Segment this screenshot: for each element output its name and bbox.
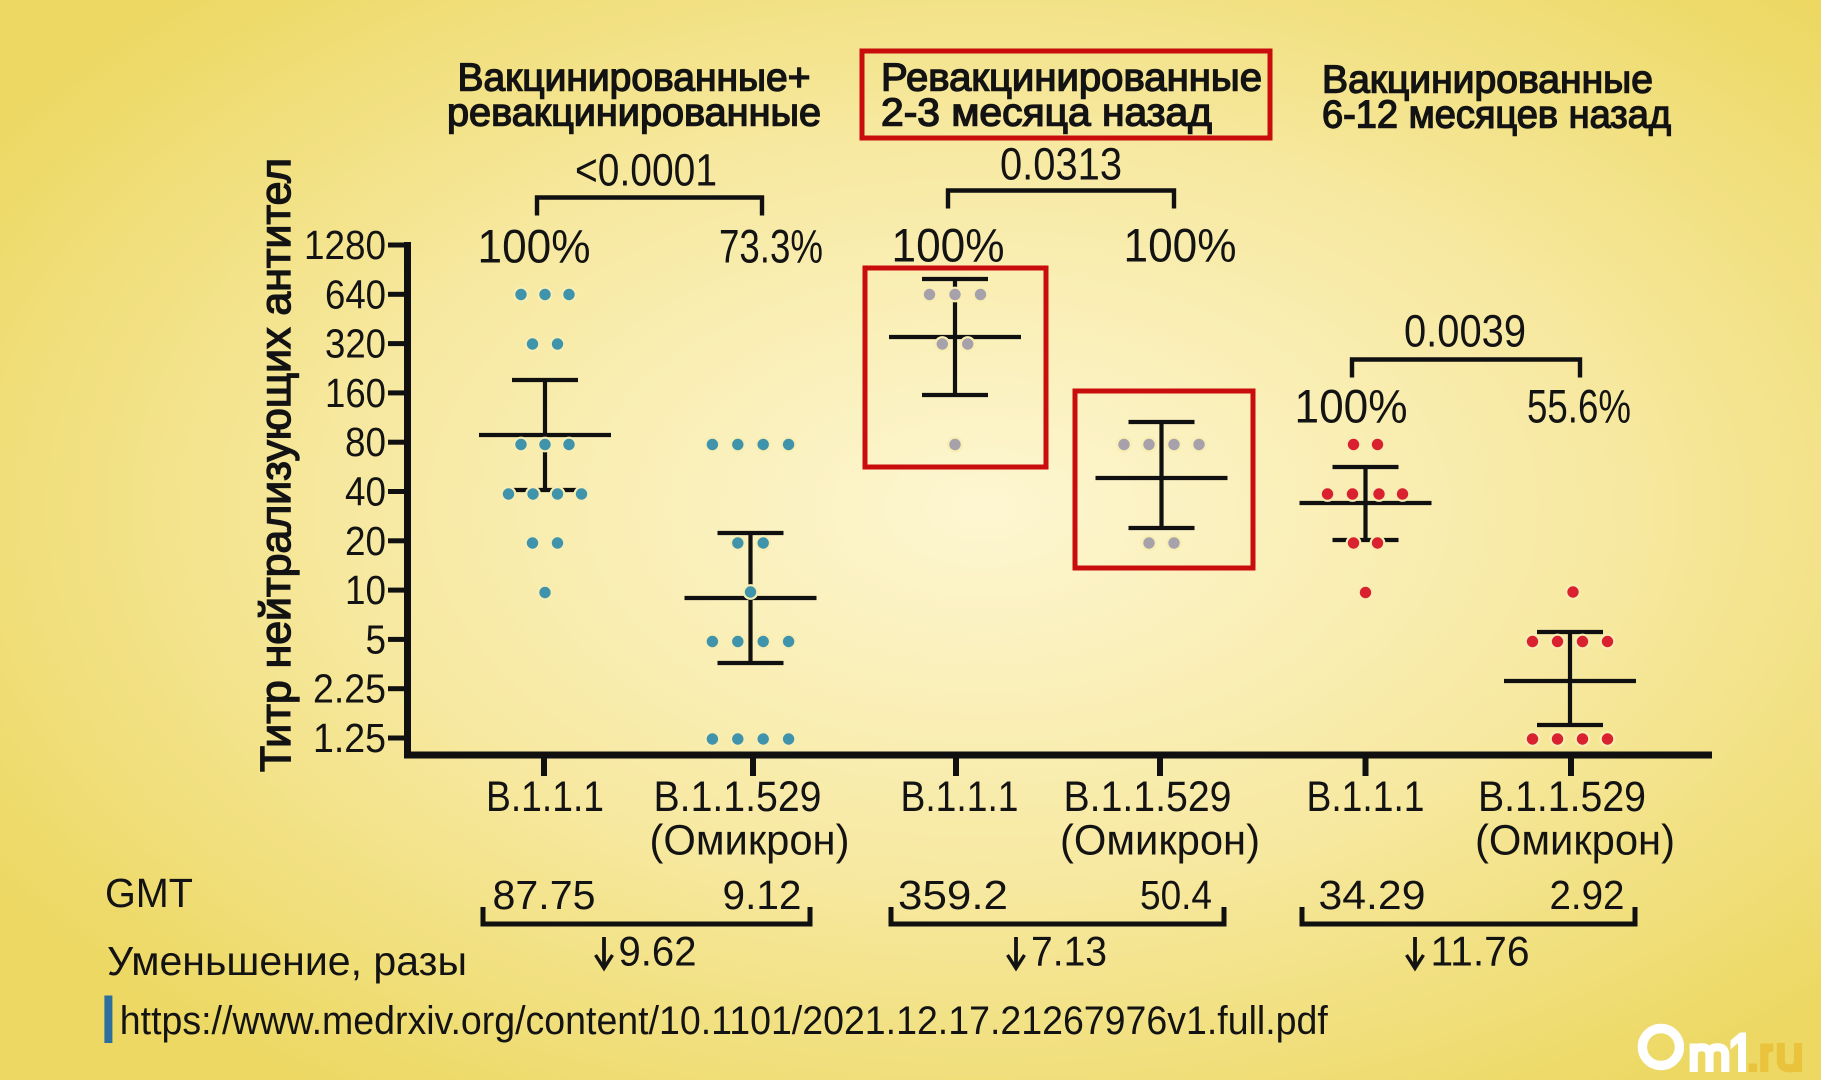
svg-text:0.0313: 0.0313 bbox=[1000, 139, 1122, 190]
svg-text:87.75: 87.75 bbox=[493, 872, 596, 918]
svg-text:(Омикрон): (Омикрон) bbox=[1475, 817, 1675, 865]
svg-text:7.13: 7.13 bbox=[1031, 928, 1107, 975]
svg-text:B.1.1.529: B.1.1.529 bbox=[654, 773, 822, 821]
svg-text:1280: 1280 bbox=[304, 222, 386, 268]
svg-text:(Омикрон): (Омикрон) bbox=[1060, 817, 1260, 865]
svg-text:55.6%: 55.6% bbox=[1527, 380, 1631, 433]
svg-text:(Омикрон): (Омикрон) bbox=[650, 817, 850, 865]
svg-text:B.1.1.529: B.1.1.529 bbox=[1064, 773, 1232, 821]
svg-text:100%: 100% bbox=[892, 219, 1005, 272]
svg-text:100%: 100% bbox=[1295, 380, 1408, 433]
svg-text:ревакцинированные: ревакцинированные bbox=[447, 92, 821, 135]
svg-text:50.4: 50.4 bbox=[1140, 872, 1212, 918]
svg-text:80: 80 bbox=[345, 419, 386, 465]
svg-text:B.1.1.1: B.1.1.1 bbox=[901, 773, 1019, 821]
svg-text:20: 20 bbox=[345, 518, 386, 564]
svg-text:Вакцинированные+: Вакцинированные+ bbox=[458, 57, 811, 100]
svg-text:1.25: 1.25 bbox=[313, 715, 386, 761]
svg-text:9.62: 9.62 bbox=[619, 928, 697, 975]
svg-text:6-12 месяцев назад: 6-12 месяцев назад bbox=[1322, 94, 1671, 137]
svg-text:GMT: GMT bbox=[105, 870, 193, 916]
svg-text:640: 640 bbox=[325, 271, 386, 317]
svg-text:9.12: 9.12 bbox=[723, 872, 802, 918]
svg-text:10: 10 bbox=[345, 567, 386, 613]
svg-text:359.2: 359.2 bbox=[898, 872, 1008, 918]
svg-text:73.3%: 73.3% bbox=[719, 220, 823, 273]
svg-text:100%: 100% bbox=[478, 220, 591, 273]
svg-text:Вакцинированные: Вакцинированные bbox=[1322, 59, 1653, 102]
svg-text:<0.0001: <0.0001 bbox=[575, 145, 717, 196]
svg-text:Уменьшение, разы: Уменьшение, разы bbox=[107, 938, 467, 984]
svg-text:Ревакцинированные: Ревакцинированные bbox=[881, 57, 1262, 100]
svg-text:https://www.medrxiv.org/conten: https://www.medrxiv.org/content/10.1101/… bbox=[120, 999, 1329, 1043]
svg-text:320: 320 bbox=[325, 321, 386, 367]
svg-text:B.1.1.529: B.1.1.529 bbox=[1478, 773, 1646, 821]
svg-text:2.92: 2.92 bbox=[1550, 872, 1625, 918]
svg-text:100%: 100% bbox=[1124, 219, 1237, 272]
svg-text:B.1.1.1: B.1.1.1 bbox=[486, 773, 604, 821]
svg-text:Титр нейтрализующих антител: Титр нейтрализующих антител bbox=[252, 158, 300, 772]
svg-text:2-3 месяца назад: 2-3 месяца назад bbox=[881, 92, 1212, 135]
svg-text:160: 160 bbox=[325, 370, 386, 416]
svg-text:40: 40 bbox=[345, 469, 386, 515]
svg-text:5: 5 bbox=[366, 616, 387, 662]
svg-text:B.1.1.1: B.1.1.1 bbox=[1307, 773, 1425, 821]
svg-text:0.0039: 0.0039 bbox=[1404, 306, 1526, 357]
svg-text:11.76: 11.76 bbox=[1431, 928, 1530, 975]
svg-text:2.25: 2.25 bbox=[313, 666, 386, 712]
svg-text:34.29: 34.29 bbox=[1319, 872, 1426, 918]
